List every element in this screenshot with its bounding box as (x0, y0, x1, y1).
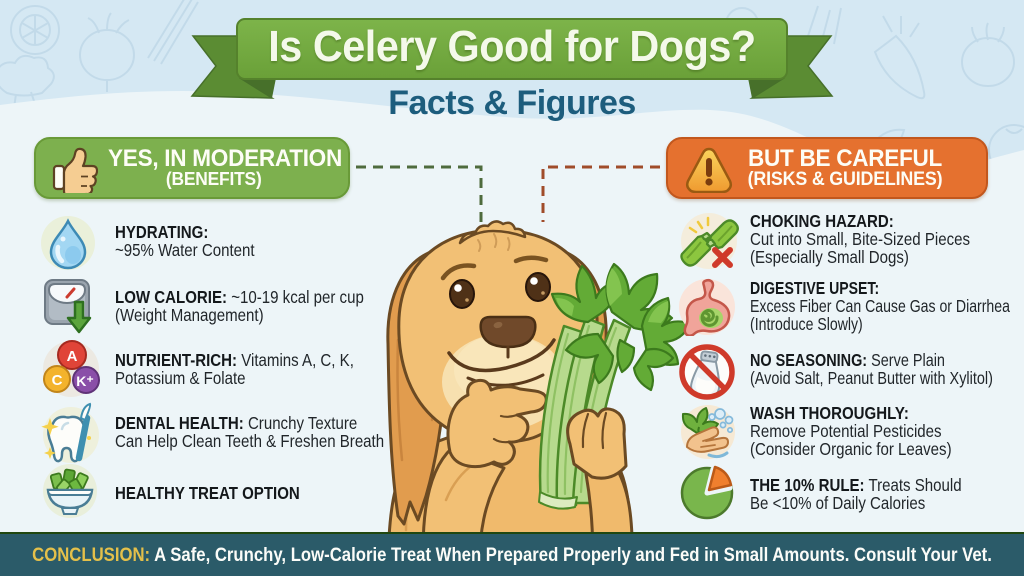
svg-text:C: C (52, 372, 63, 389)
svg-text:K⁺: K⁺ (76, 373, 94, 389)
svg-text:A: A (67, 348, 78, 365)
